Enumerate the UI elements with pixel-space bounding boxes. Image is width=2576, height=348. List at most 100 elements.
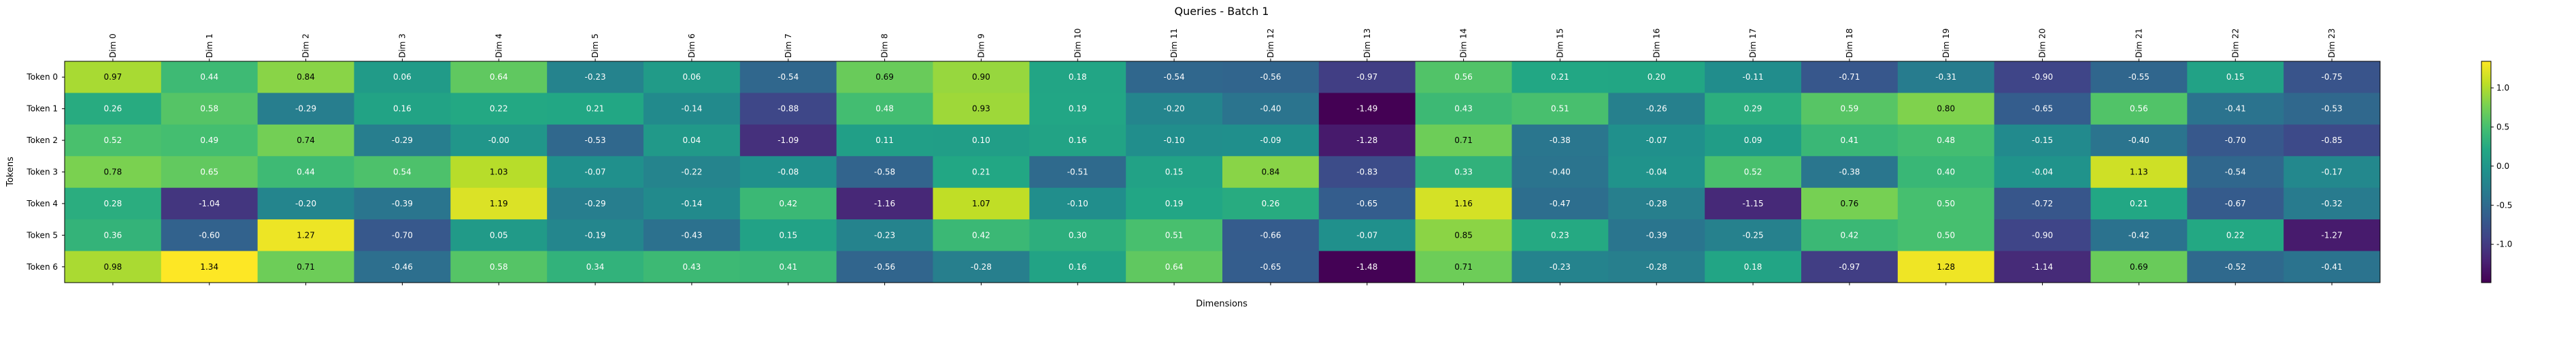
heatmap-cell	[1318, 61, 1416, 93]
heatmap-cell	[450, 156, 548, 189]
x-tick-label: Dim 13	[1362, 29, 1372, 58]
cell-value-label: 0.85	[1454, 230, 1473, 240]
x-tick-labels: Dim 0 Dim 1 Dim 2 Dim 3 Dim 4 Dim 5 Dim 6 Dim 7…	[108, 29, 2337, 58]
heatmap-cell	[1415, 219, 1512, 252]
cell-value-label: 0.15	[779, 230, 797, 240]
cell-value-label: 1.19	[490, 199, 508, 208]
heatmap-cell	[643, 93, 741, 125]
cell-value-label: -0.40	[1550, 168, 1571, 177]
cell-value-label: 0.30	[1069, 230, 1087, 240]
cell-value-label: -0.23	[1550, 262, 1571, 272]
cell-value-label: 0.16	[393, 104, 412, 114]
cell-value-label: 0.71	[1454, 262, 1473, 272]
heatmap-cell	[1897, 187, 1995, 220]
cell-value-label: -0.25	[1743, 230, 1764, 240]
cell-value-label: -1.09	[777, 136, 799, 145]
heatmap-cell	[2090, 93, 2188, 125]
heatmap-cell	[257, 124, 354, 157]
heatmap-cell	[161, 124, 258, 157]
x-tick-label: Dim 23	[2327, 29, 2337, 58]
cell-value-label: -0.38	[1550, 136, 1571, 145]
heatmap-cell	[1801, 187, 1898, 220]
cell-value-label: 0.74	[297, 136, 315, 145]
heatmap-cell	[161, 251, 258, 283]
x-tick-label: Dim 10	[1073, 29, 1082, 58]
cell-value-label: 0.51	[1551, 104, 1569, 114]
cell-value-label: 0.50	[1937, 199, 1955, 208]
heatmap-cell	[1126, 219, 1223, 252]
cell-value-label: -0.88	[777, 104, 799, 114]
x-tick-label: Dim 20	[2038, 29, 2047, 58]
cell-value-label: -1.15	[1743, 199, 1764, 208]
x-axis-ticks	[112, 59, 2332, 285]
heatmap-cells: 0.97 0.44 0.84 0.06 0.64 -0.23 0.06 -0.54 0.69 0.…	[65, 61, 2381, 283]
x-tick-label: Dim 15	[1555, 29, 1565, 58]
y-tick-labels: Token 0 Token 1 Token 2 Token 3 Token 4 Token…	[26, 72, 65, 272]
heatmap-cell	[257, 156, 354, 189]
cell-value-label: -0.97	[1356, 72, 1377, 82]
heatmap-cell	[739, 93, 837, 125]
cell-value-label: 0.10	[972, 136, 990, 145]
heatmap-cell	[1029, 219, 1126, 252]
cell-value-label: 0.64	[490, 72, 508, 82]
heatmap-cell	[257, 61, 354, 93]
heatmap-cell	[1029, 93, 1126, 125]
cell-value-label: -0.10	[1067, 199, 1088, 208]
cell-value-label: 0.15	[2226, 72, 2245, 82]
x-tick-label: Dim 16	[1652, 29, 1661, 58]
heatmap-cell	[1801, 61, 1898, 93]
heatmap-cell	[354, 156, 451, 189]
heatmap-cell	[1705, 251, 1802, 283]
x-tick-label: Dim 3	[397, 33, 407, 58]
cell-value-label: 0.04	[683, 136, 701, 145]
heatmap-cell	[739, 61, 837, 93]
heatmap-cell	[1029, 187, 1126, 220]
cell-value-label: 0.52	[1744, 168, 1762, 177]
heatmap-cell	[1222, 156, 1320, 189]
heatmap-cell	[1511, 156, 1609, 189]
x-tick-label: Dim 14	[1459, 29, 1469, 58]
cell-value-label: -0.56	[1260, 72, 1281, 82]
heatmap-cell	[836, 61, 933, 93]
heatmap-cell	[933, 156, 1030, 189]
heatmap-cell	[354, 219, 451, 252]
cell-value-label: -0.97	[1839, 262, 1860, 272]
x-tick-label: Dim 2	[301, 33, 311, 58]
cell-value-label: 0.19	[1069, 104, 1087, 114]
heatmap-cell	[2284, 187, 2381, 220]
cell-value-label: 0.11	[875, 136, 894, 145]
heatmap-cell	[2284, 219, 2381, 252]
heatmap-cell	[739, 219, 837, 252]
colorbar-tick-label: 0.0	[2496, 161, 2509, 171]
heatmap-cell	[1801, 219, 1898, 252]
heatmap-cell	[1222, 61, 1320, 93]
heatmap-cell	[1801, 124, 1898, 157]
heatmap-cell	[2090, 61, 2188, 93]
cell-value-label: -0.71	[1839, 72, 1860, 82]
heatmap-cell	[2090, 187, 2188, 220]
cell-value-label: -0.38	[1839, 168, 1860, 177]
heatmap-cell	[354, 251, 451, 283]
cell-value-label: -0.75	[2322, 72, 2343, 82]
x-tick-label: Dim 4	[494, 33, 503, 58]
cell-value-label: 0.19	[1165, 199, 1184, 208]
heatmap-cell	[161, 93, 258, 125]
heatmap-cell	[1801, 251, 1898, 283]
cell-value-label: 0.43	[1454, 104, 1473, 114]
heatmap-cell	[65, 124, 162, 157]
heatmap-cell	[257, 93, 354, 125]
heatmap-cell	[1318, 187, 1416, 220]
cell-value-label: 0.23	[1551, 230, 1569, 240]
cell-value-label: -0.55	[2128, 72, 2150, 82]
cell-value-label: 1.27	[297, 230, 315, 240]
cell-value-label: -0.04	[1646, 168, 1667, 177]
cell-value-label: -0.90	[2032, 230, 2053, 240]
cell-value-label: -0.65	[2032, 104, 2053, 114]
heatmap-cell	[2187, 251, 2284, 283]
heatmap-cell	[836, 156, 933, 189]
cell-value-label: 0.69	[875, 72, 894, 82]
heatmap-cell	[161, 61, 258, 93]
heatmap-cell	[257, 219, 354, 252]
cell-value-label: 0.58	[490, 262, 508, 272]
x-tick-label: Dim 1	[205, 33, 214, 58]
